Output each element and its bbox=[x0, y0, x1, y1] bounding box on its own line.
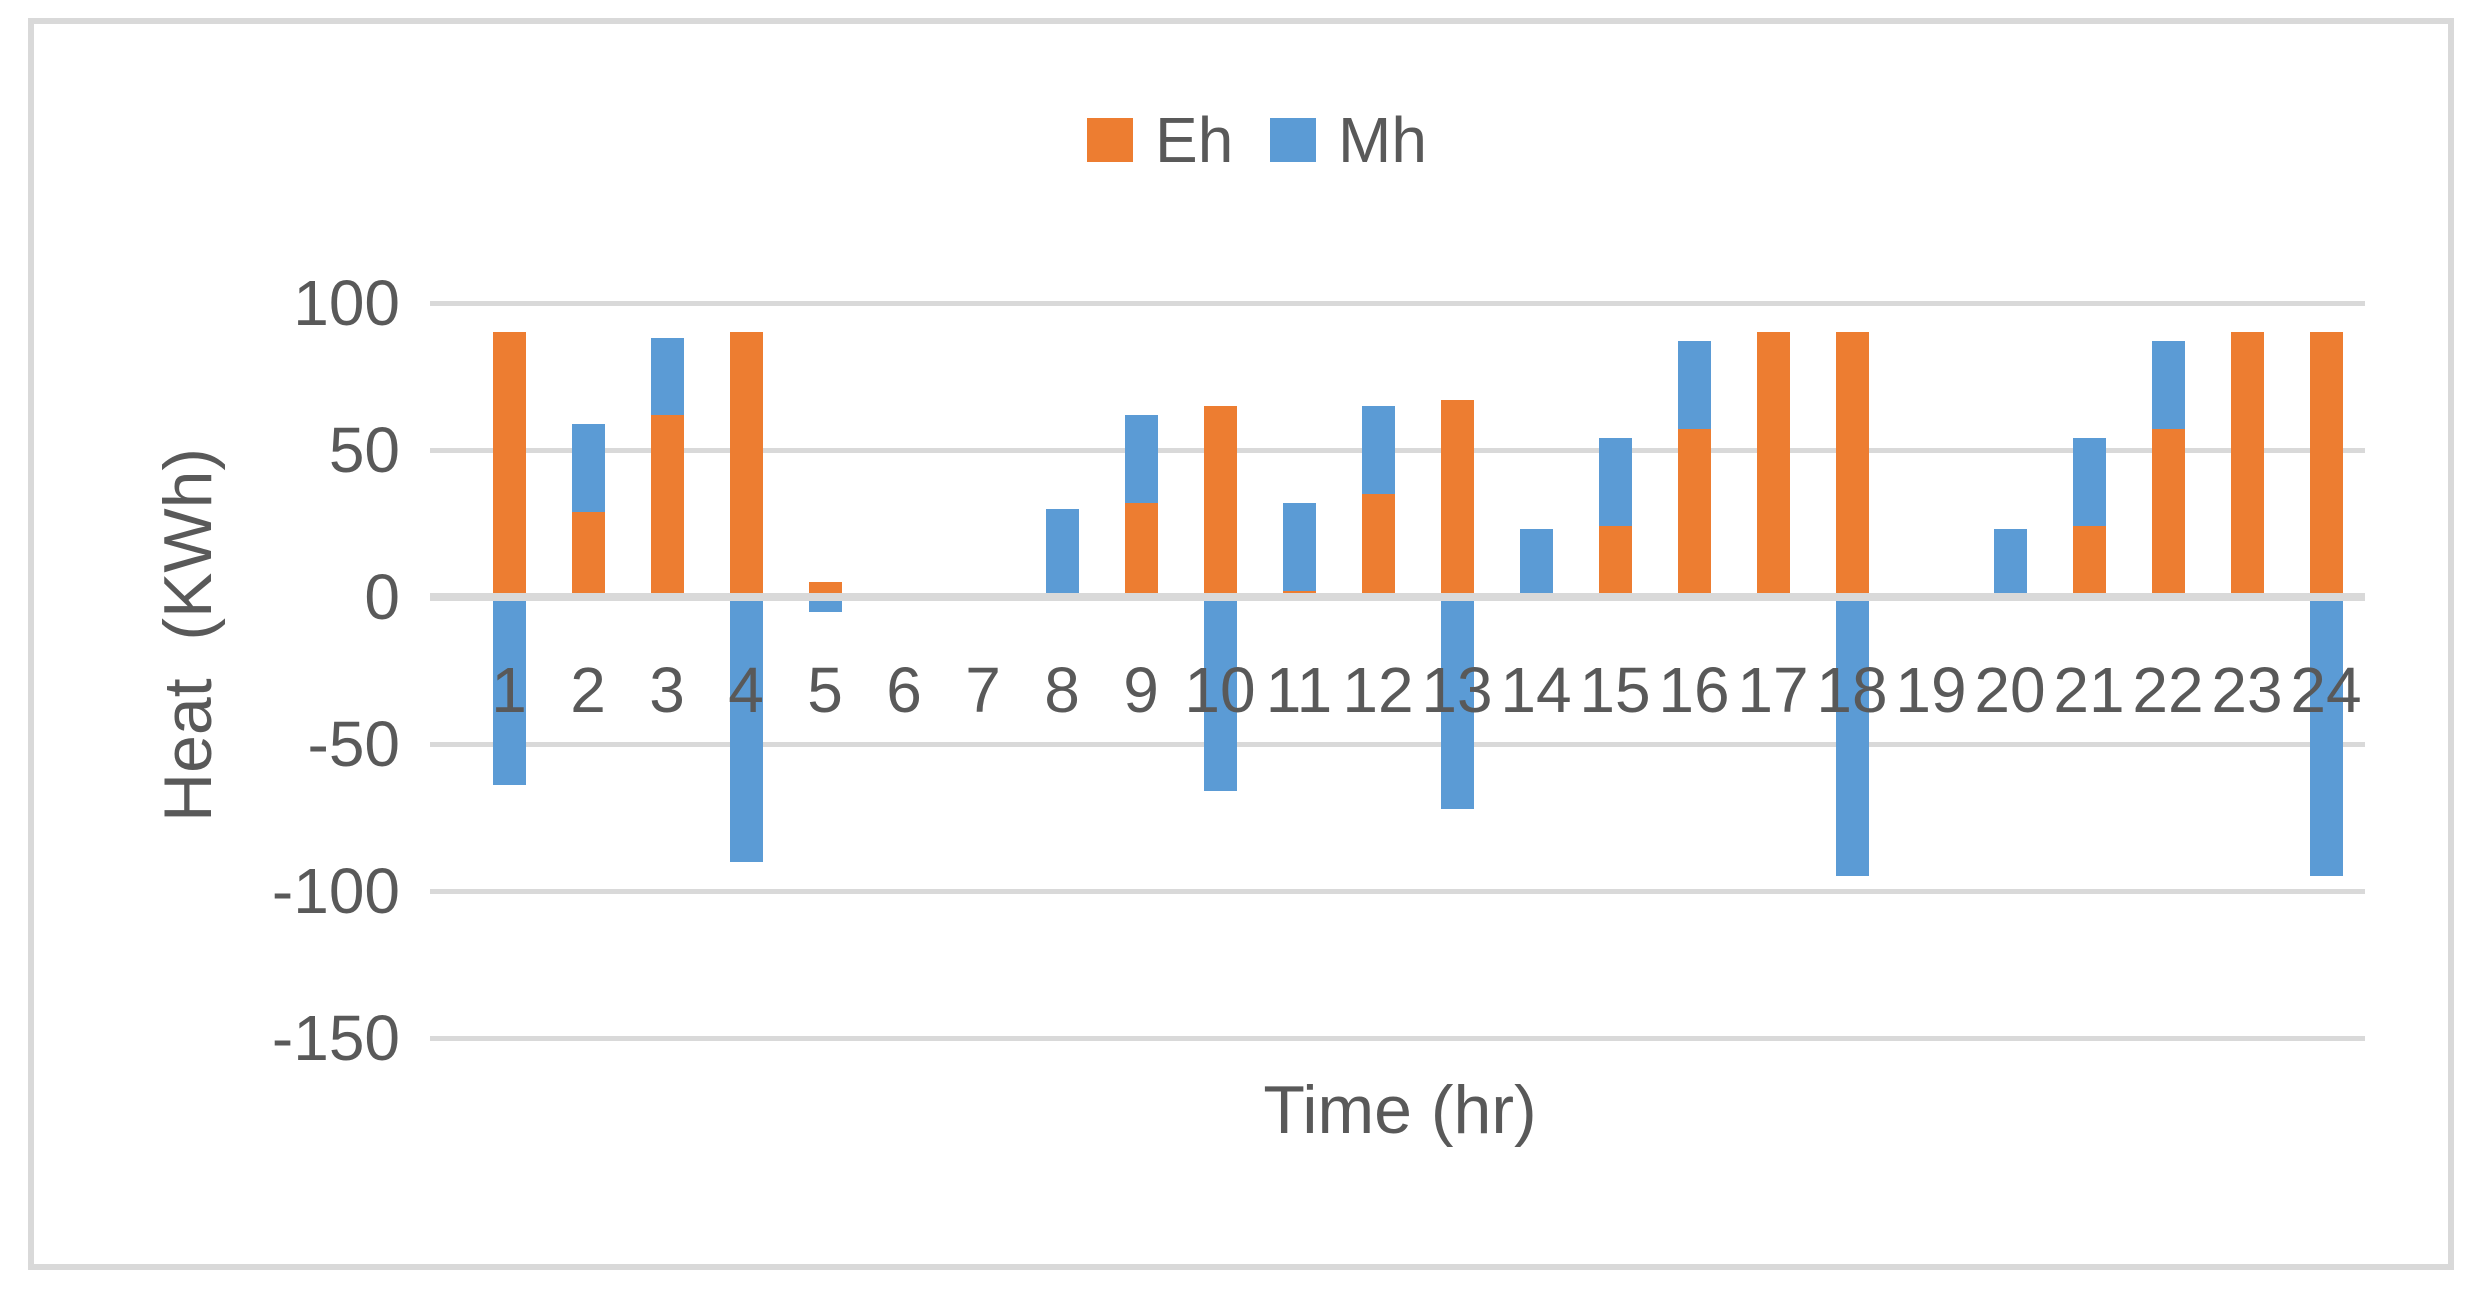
bar-eh-18 bbox=[1835, 332, 1869, 597]
bar-mh-1 bbox=[492, 597, 526, 786]
x-tick-label-2: 2 bbox=[570, 654, 606, 726]
bar-mh-4 bbox=[729, 597, 763, 862]
bar-mh-3 bbox=[650, 338, 684, 415]
legend-label-mh: Mh bbox=[1338, 104, 1427, 176]
x-tick-label-13: 13 bbox=[1421, 654, 1493, 726]
bar-eh-4 bbox=[729, 332, 763, 597]
bar-eh-10 bbox=[1203, 405, 1237, 597]
gridline-100 bbox=[430, 300, 2365, 306]
x-tick-label-23: 23 bbox=[2211, 654, 2283, 726]
bar-mh-22 bbox=[2151, 341, 2185, 430]
bar-eh-23 bbox=[2230, 332, 2264, 597]
y-tick-label-50: 50 bbox=[328, 414, 400, 486]
x-tick-label-4: 4 bbox=[728, 654, 764, 726]
y-tick-label--50: -50 bbox=[307, 708, 401, 780]
bar-eh-17 bbox=[1756, 332, 1790, 597]
bar-mh-9 bbox=[1124, 414, 1158, 503]
bar-mh-8 bbox=[1045, 508, 1079, 597]
bar-mh-10 bbox=[1203, 597, 1237, 792]
x-tick-label-1: 1 bbox=[491, 654, 527, 726]
bar-mh-13 bbox=[1440, 597, 1474, 809]
bar-eh-3 bbox=[650, 414, 684, 597]
bar-mh-11 bbox=[1282, 502, 1316, 592]
x-tick-label-14: 14 bbox=[1500, 654, 1572, 726]
y-tick-label-0: 0 bbox=[364, 561, 400, 633]
x-tick-label-12: 12 bbox=[1342, 654, 1414, 726]
gridline--50 bbox=[430, 741, 2365, 747]
x-tick-label-11: 11 bbox=[1265, 654, 1333, 726]
x-tick-label-17: 17 bbox=[1737, 654, 1809, 726]
gridline--150 bbox=[430, 1035, 2365, 1041]
x-tick-label-16: 16 bbox=[1658, 654, 1730, 726]
y-tick-label-100: 100 bbox=[293, 267, 400, 339]
bar-mh-12 bbox=[1361, 405, 1395, 495]
x-tick-label-10: 10 bbox=[1184, 654, 1256, 726]
legend-swatch-eh bbox=[1087, 118, 1133, 162]
x-tick-label-19: 19 bbox=[1895, 654, 1967, 726]
chart-border bbox=[28, 18, 2454, 1270]
bar-mh-2 bbox=[571, 423, 605, 512]
x-tick-label-7: 7 bbox=[965, 654, 1001, 726]
y-tick-label--100: -100 bbox=[271, 855, 400, 927]
x-tick-label-24: 24 bbox=[2290, 654, 2362, 726]
bar-eh-15 bbox=[1598, 526, 1632, 597]
y-tick-label--150: -150 bbox=[271, 1002, 400, 1074]
x-axis-title: Time (hr) bbox=[1263, 1072, 1537, 1148]
bar-eh-24 bbox=[2309, 332, 2343, 597]
bar-mh-14 bbox=[1519, 529, 1553, 597]
bar-eh-2 bbox=[571, 511, 605, 597]
bar-eh-21 bbox=[2072, 526, 2106, 597]
bar-mh-21 bbox=[2072, 438, 2106, 527]
bar-eh-9 bbox=[1124, 502, 1158, 597]
bar-eh-12 bbox=[1361, 494, 1395, 597]
x-tick-label-6: 6 bbox=[886, 654, 922, 726]
x-tick-label-22: 22 bbox=[2132, 654, 2204, 726]
bar-eh-16 bbox=[1677, 429, 1711, 597]
bar-eh-22 bbox=[2151, 429, 2185, 597]
legend-label-eh: Eh bbox=[1155, 104, 1234, 176]
bar-mh-20 bbox=[1993, 529, 2027, 597]
x-tick-label-21: 21 bbox=[2053, 654, 2125, 726]
bar-mh-15 bbox=[1598, 438, 1632, 527]
gridline-50 bbox=[430, 447, 2365, 453]
legend-item-mh: Mh bbox=[1270, 104, 1427, 176]
bar-eh-1 bbox=[492, 332, 526, 597]
legend-swatch-mh bbox=[1270, 118, 1316, 162]
bar-mh-18 bbox=[1835, 597, 1869, 877]
bar-mh-24 bbox=[2309, 597, 2343, 877]
gridline--100 bbox=[430, 888, 2365, 894]
x-tick-label-15: 15 bbox=[1579, 654, 1651, 726]
x-tick-label-5: 5 bbox=[807, 654, 843, 726]
zero-axis-line bbox=[430, 593, 2365, 601]
legend-item-eh: Eh bbox=[1087, 104, 1234, 176]
bar-eh-13 bbox=[1440, 400, 1474, 597]
x-tick-label-9: 9 bbox=[1123, 654, 1159, 726]
x-tick-label-8: 8 bbox=[1044, 654, 1080, 726]
x-tick-label-3: 3 bbox=[649, 654, 685, 726]
bar-mh-16 bbox=[1677, 341, 1711, 430]
x-tick-label-18: 18 bbox=[1816, 654, 1888, 726]
x-tick-label-20: 20 bbox=[1974, 654, 2046, 726]
